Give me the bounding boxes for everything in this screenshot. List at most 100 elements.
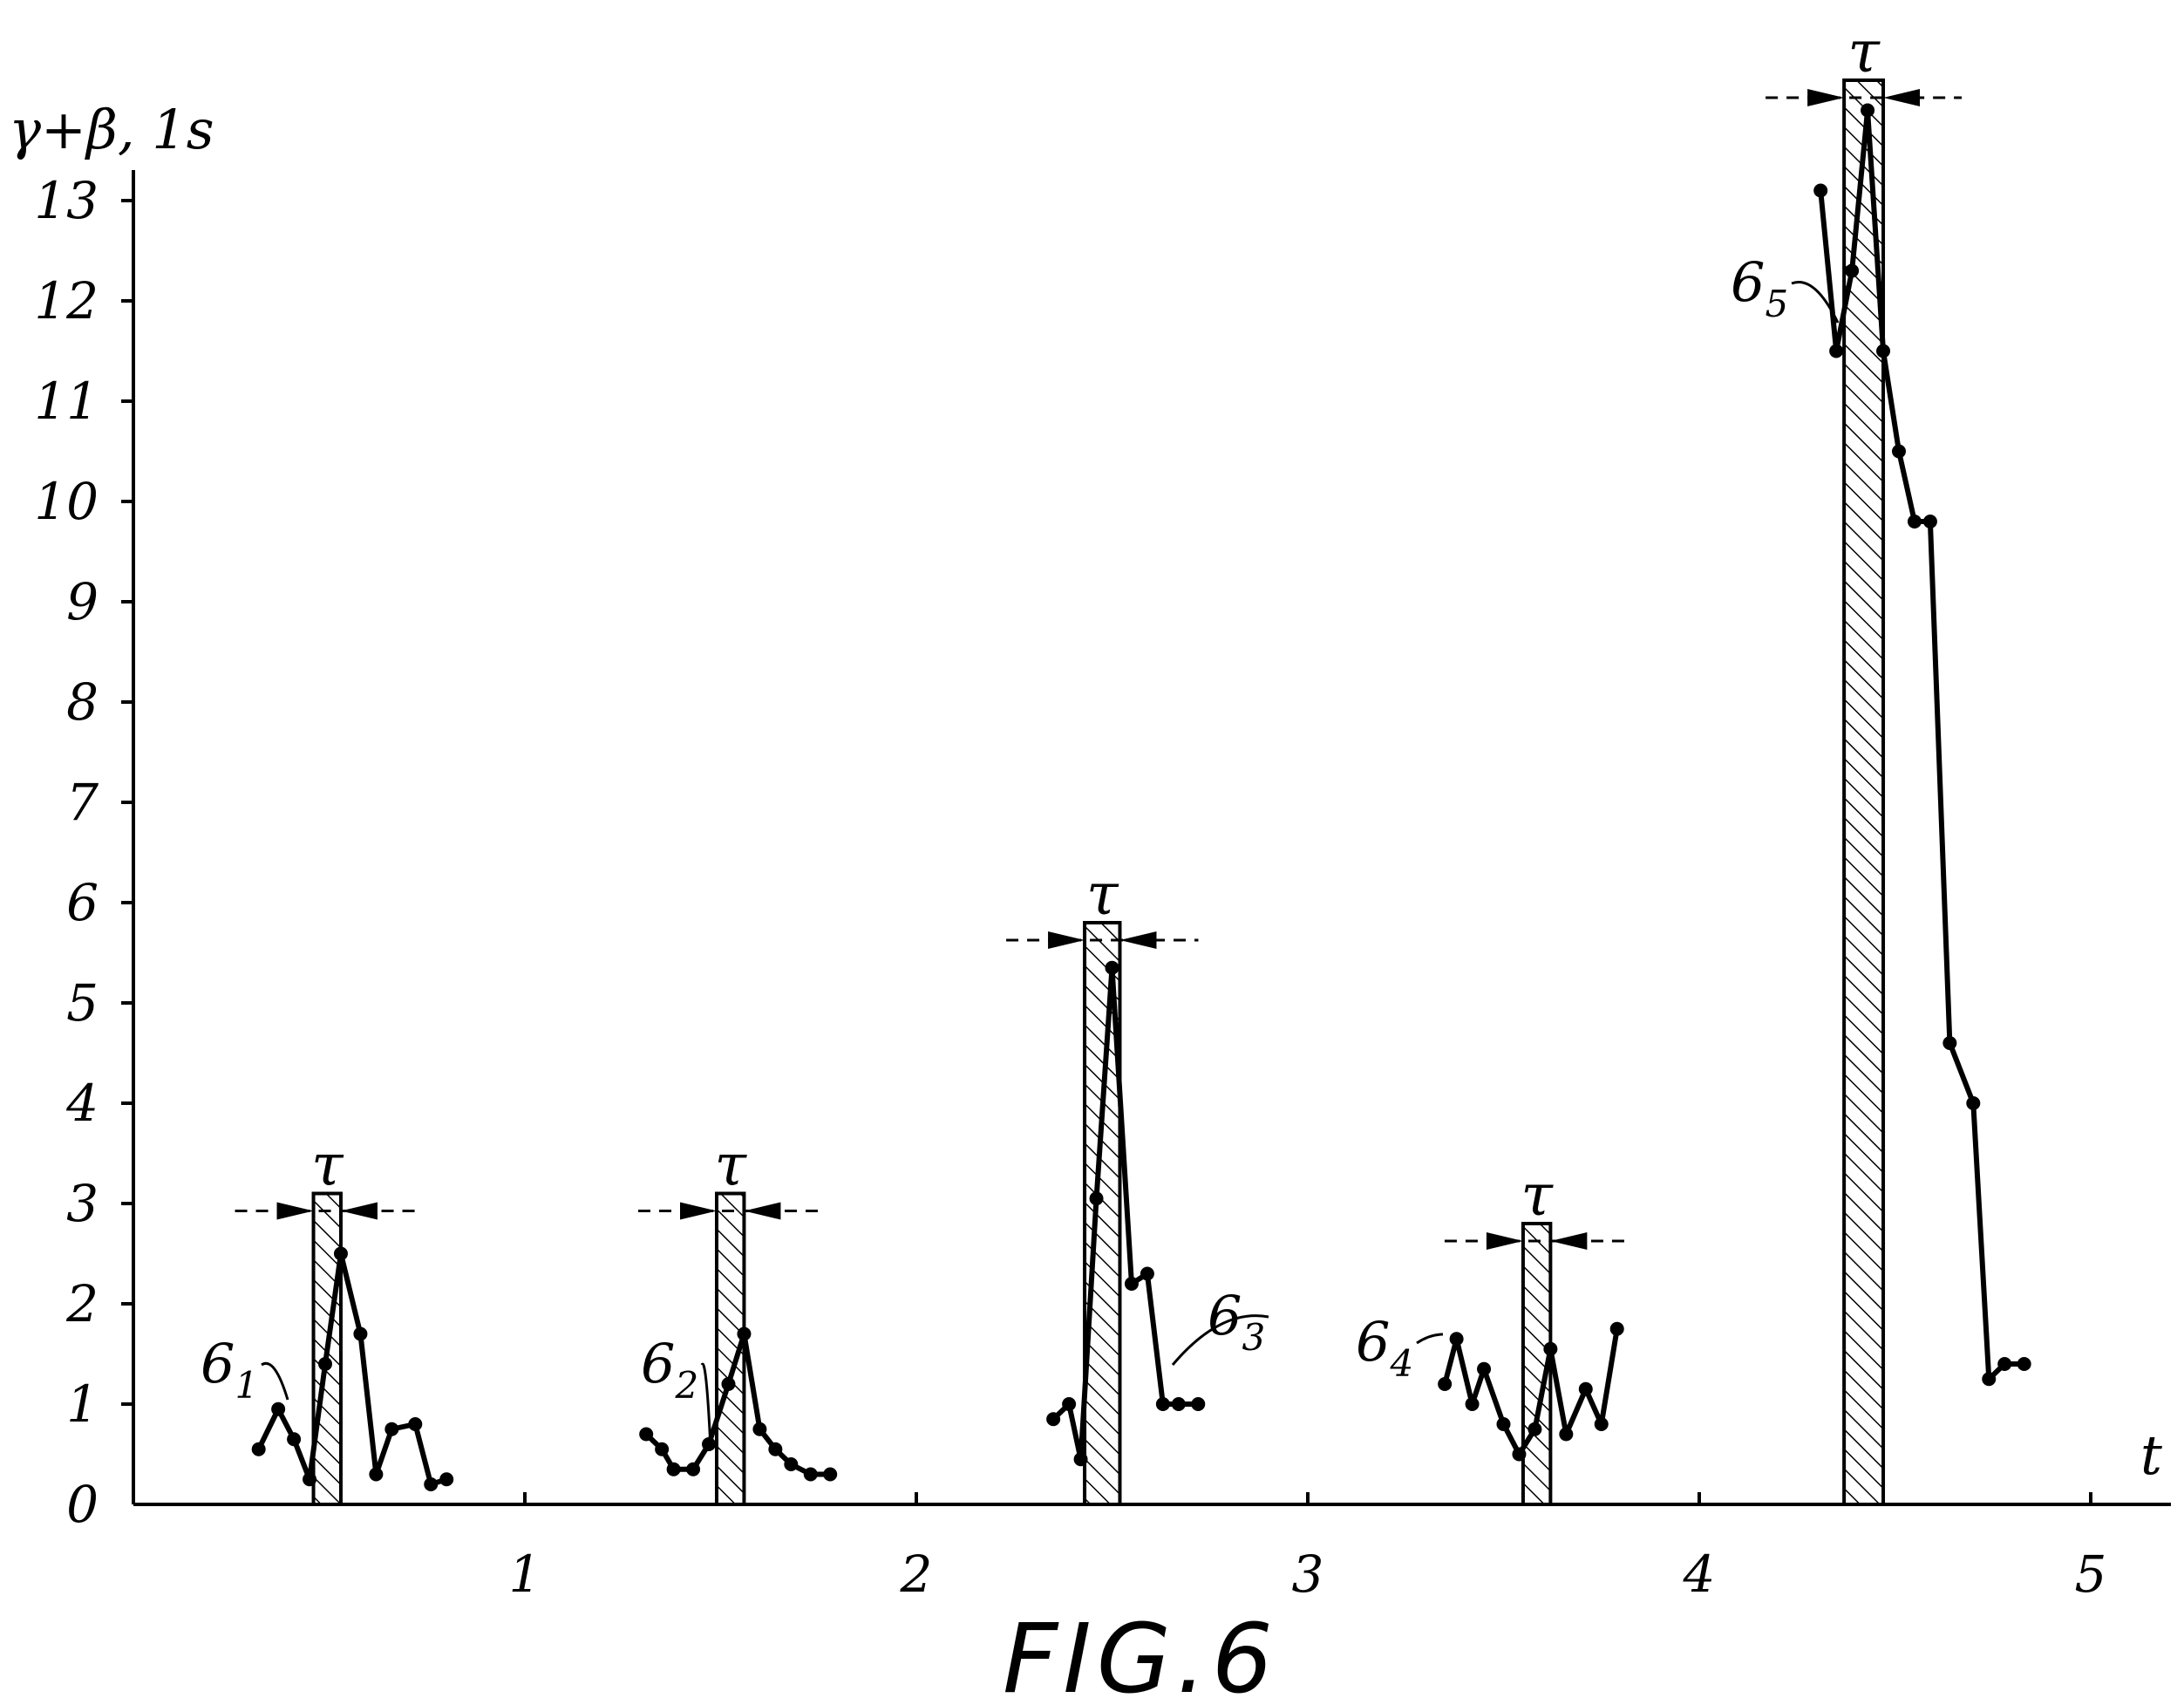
- y-tick-label: 7: [66, 773, 99, 832]
- data-point: [702, 1437, 717, 1451]
- data-point: [1997, 1357, 2012, 1371]
- data-point: [408, 1417, 423, 1431]
- pulses-layer: τ τ τ τ τ: [235, 18, 1963, 1506]
- data-point: [1578, 1381, 1593, 1396]
- data-point: [287, 1432, 302, 1447]
- data-point: [1046, 1412, 1061, 1427]
- y-tick-label: 9: [66, 572, 99, 631]
- data-point: [1891, 444, 1906, 459]
- series-line: [255, 1251, 448, 1487]
- data-point: [1982, 1372, 1997, 1387]
- y-tick-label: 1: [66, 1374, 99, 1434]
- data-point: [303, 1472, 317, 1487]
- series-leader-line: [261, 1361, 289, 1401]
- arrow-right-icon: [1807, 89, 1845, 106]
- data-point: [1845, 263, 1860, 278]
- data-point: [1861, 103, 1875, 118]
- data-point: [639, 1427, 654, 1442]
- figure-caption: FIG.6: [1003, 1603, 1278, 1698]
- data-point: [384, 1422, 399, 1436]
- data-point: [439, 1472, 454, 1487]
- data-point: [1813, 183, 1828, 198]
- data-point: [1922, 515, 1937, 528]
- data-point: [271, 1401, 286, 1416]
- arrow-right-icon: [680, 1202, 718, 1220]
- pulse-tau-label: τ: [714, 1132, 747, 1199]
- data-point: [1477, 1361, 1492, 1376]
- data-point: [2017, 1357, 2031, 1371]
- data-point: [1543, 1341, 1558, 1356]
- series-leader-line: [1171, 1314, 1269, 1366]
- data-point: [1527, 1422, 1542, 1436]
- pulse-tau-label: τ: [1086, 861, 1119, 928]
- data-point: [1089, 1191, 1104, 1206]
- data-point: [1559, 1427, 1574, 1442]
- series-label: 64: [1356, 1310, 1413, 1385]
- y-axis-label: γ+β, 1s: [9, 98, 214, 161]
- data-point: [803, 1467, 818, 1482]
- data-point: [752, 1422, 767, 1436]
- data-point: [1465, 1397, 1480, 1411]
- data-point: [768, 1442, 783, 1456]
- data-point: [353, 1326, 368, 1341]
- series-layer: 61 62 63 64 65: [201, 103, 2031, 1491]
- data-point: [1105, 960, 1119, 975]
- x-axis-label: t: [2140, 1423, 2162, 1487]
- data-point: [784, 1457, 799, 1471]
- y-tick-label: 3: [66, 1174, 99, 1233]
- y-tick-label: 4: [65, 1074, 99, 1133]
- data-point: [1124, 1277, 1139, 1291]
- data-point: [1438, 1377, 1453, 1391]
- series-line: [1051, 965, 1199, 1463]
- y-tick-label: 10: [34, 472, 99, 531]
- data-point: [1512, 1447, 1527, 1462]
- arrow-right-icon: [1048, 931, 1085, 949]
- series-leader-line: [700, 1362, 712, 1449]
- x-tick-label: 4: [1683, 1545, 1716, 1604]
- data-point: [655, 1442, 670, 1456]
- y-tick-label: 2: [65, 1274, 99, 1333]
- data-point: [1155, 1397, 1170, 1411]
- y-tick-label: 11: [34, 372, 99, 431]
- y-tick-label: 13: [34, 171, 99, 230]
- series-leader-line: [1416, 1333, 1444, 1345]
- data-point: [1876, 344, 1891, 358]
- arrow-left-icon: [744, 1202, 781, 1220]
- y-tick-label: 6: [66, 873, 99, 932]
- arrow-right-icon: [1486, 1232, 1523, 1250]
- data-point: [333, 1246, 348, 1261]
- data-point: [1191, 1397, 1206, 1411]
- data-point: [686, 1462, 701, 1476]
- x-tick-label: 2: [900, 1545, 933, 1604]
- data-point: [369, 1467, 384, 1482]
- data-point: [251, 1442, 266, 1456]
- data-point: [1496, 1417, 1511, 1431]
- arrow-left-icon: [1119, 931, 1157, 949]
- data-point: [1449, 1332, 1464, 1347]
- arrow-left-icon: [1883, 89, 1921, 106]
- x-tick-label: 1: [509, 1545, 541, 1604]
- series-label: 61: [201, 1332, 258, 1407]
- data-point: [823, 1467, 838, 1482]
- series-label: 63: [1208, 1284, 1265, 1359]
- series-leader-line: [1791, 281, 1840, 324]
- y-tick-label: 12: [34, 271, 99, 331]
- data-point: [1171, 1397, 1186, 1411]
- y-tick-label: 5: [66, 973, 99, 1033]
- series-label: 62: [641, 1332, 698, 1407]
- data-point: [424, 1477, 439, 1491]
- y-tick-label: 8: [66, 672, 99, 732]
- pulse-tau-label: τ: [311, 1132, 344, 1199]
- pulse-tau-label: τ: [1521, 1162, 1554, 1229]
- data-point: [1942, 1036, 1957, 1050]
- data-point: [1609, 1321, 1624, 1336]
- data-point: [1966, 1096, 1981, 1110]
- data-point: [1140, 1266, 1154, 1281]
- data-point: [1062, 1397, 1077, 1411]
- arrow-right-icon: [276, 1202, 314, 1220]
- x-tick-label: 5: [2075, 1545, 2107, 1604]
- data-point: [1907, 515, 1922, 528]
- data-point: [737, 1326, 752, 1341]
